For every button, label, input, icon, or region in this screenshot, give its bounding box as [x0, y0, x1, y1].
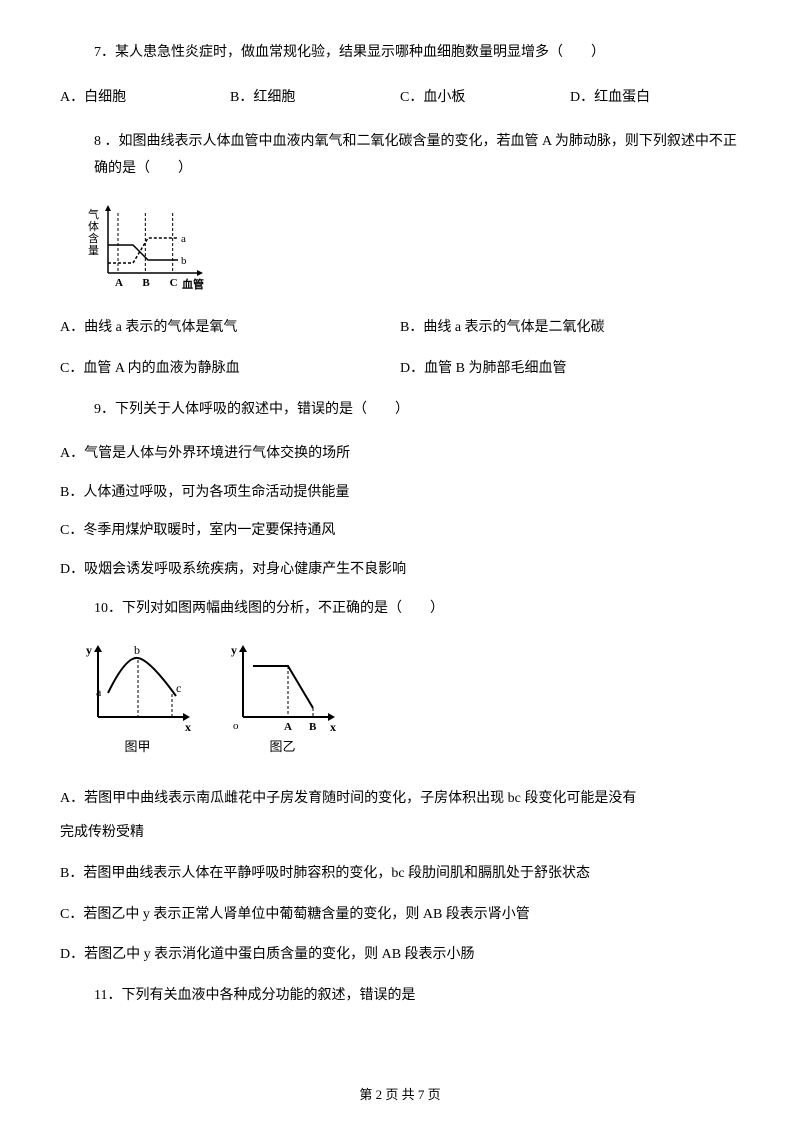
q7-opt-c: C．血小板	[400, 85, 570, 112]
q10-figure-1: y x a b c 图甲	[80, 640, 195, 760]
question-7: 7．某人患急性炎症时，做血常规化验，结果显示哪种血细胞数量明显增多（ ）	[60, 40, 740, 67]
q10-chart-1: y x a b c	[80, 640, 195, 735]
q8-figure: 气体含量血管 A B Cab	[80, 200, 740, 295]
svg-text:A: A	[284, 721, 292, 733]
svg-text:x: x	[330, 720, 336, 734]
q10-figures: y x a b c 图甲 y x o A B 图乙	[80, 640, 740, 760]
question-10: 10．下列对如图两幅曲线图的分析，不正确的是（ ）	[60, 596, 740, 623]
svg-text:体: 体	[88, 219, 99, 233]
question-11: 11．下列有关血液中各种成分功能的叙述，错误的是	[60, 983, 740, 1010]
q9-opt-b: B．人体通过呼吸，可为各项生命活动提供能量	[60, 480, 740, 507]
q10-opt-a-line2: 完成传粉受精	[60, 820, 740, 847]
svg-text:o: o	[233, 720, 239, 732]
q8-opt-d: D．血管 B 为肺部毛细血管	[400, 356, 740, 383]
svg-text:a: a	[96, 685, 102, 699]
q8-opt-c: C．血管 A 内的血液为静脉血	[60, 356, 400, 383]
q10-opt-a-line1: A．若图甲中曲线表示南瓜雌花中子房发育随时间的变化，子房体积出现 bc 段变化可…	[60, 786, 740, 813]
q7-opt-b: B．红细胞	[230, 85, 400, 112]
svg-text:y: y	[231, 643, 237, 657]
question-8: 8 ．如图曲线表示人体血管中血液内氧气和二氧化碳含量的变化，若血管 A 为肺动脉…	[60, 129, 740, 182]
q10-caption-2: 图乙	[225, 735, 340, 760]
svg-text:c: c	[176, 681, 181, 695]
svg-text:a: a	[181, 233, 186, 245]
q9-text: 9．下列关于人体呼吸的叙述中，错误的是（ ）	[94, 402, 409, 417]
q11-text: 11．下列有关血液中各种成分功能的叙述，错误的是	[94, 988, 415, 1003]
q7-opt-a: A．白细胞	[60, 85, 230, 112]
q10-figure-2: y x o A B 图乙	[225, 640, 340, 760]
svg-text:量: 量	[88, 244, 99, 257]
svg-text:B: B	[142, 277, 150, 289]
q8-opt-b: B．曲线 a 表示的气体是二氧化碳	[400, 315, 740, 342]
q7-options: A．白细胞 B．红细胞 C．血小板 D．红血蛋白	[60, 85, 740, 112]
q8-row2: C．血管 A 内的血液为静脉血 D．血管 B 为肺部毛细血管	[60, 356, 740, 383]
q8-chart: 气体含量血管 A B Cab	[80, 200, 210, 295]
svg-text:b: b	[134, 643, 140, 657]
q9-opt-c: C．冬季用煤炉取暖时，室内一定要保持通风	[60, 518, 740, 545]
q9-opt-d: D．吸烟会诱发呼吸系统疾病，对身心健康产生不良影响	[60, 557, 740, 584]
svg-text:x: x	[185, 720, 191, 734]
q7-text: 7．某人患急性炎症时，做血常规化验，结果显示哪种血细胞数量明显增多（ ）	[94, 45, 605, 60]
page-footer: 第 2 页 共 7 页	[60, 1083, 740, 1108]
q10-caption-1: 图甲	[80, 735, 195, 760]
svg-text:血管: 血管	[182, 277, 204, 291]
svg-text:A: A	[115, 277, 123, 289]
svg-text:含: 含	[88, 231, 99, 245]
q7-opt-d: D．红血蛋白	[570, 85, 740, 112]
q10-opt-c: C．若图乙中 y 表示正常人肾单位中葡萄糖含量的变化，则 AB 段表示肾小管	[60, 902, 740, 929]
svg-text:C: C	[170, 277, 178, 289]
q8-opt-a: A．曲线 a 表示的气体是氧气	[60, 315, 400, 342]
svg-text:b: b	[181, 255, 187, 267]
svg-text:B: B	[309, 721, 317, 733]
q8-text: 8 ．如图曲线表示人体血管中血液内氧气和二氧化碳含量的变化，若血管 A 为肺动脉…	[94, 134, 737, 176]
q10-chart-2: y x o A B	[225, 640, 340, 735]
svg-text:气: 气	[88, 207, 99, 221]
q10-opt-d: D．若图乙中 y 表示消化道中蛋白质含量的变化，则 AB 段表示小肠	[60, 942, 740, 969]
svg-text:y: y	[86, 643, 92, 657]
q10-text: 10．下列对如图两幅曲线图的分析，不正确的是（ ）	[94, 601, 444, 616]
q10-opt-b: B．若图甲曲线表示人体在平静呼吸时肺容积的变化，bc 段肋间肌和膈肌处于舒张状态	[60, 861, 740, 888]
q9-opt-a: A．气管是人体与外界环境进行气体交换的场所	[60, 441, 740, 468]
q8-row1: A．曲线 a 表示的气体是氧气 B．曲线 a 表示的气体是二氧化碳	[60, 315, 740, 342]
question-9: 9．下列关于人体呼吸的叙述中，错误的是（ ）	[60, 397, 740, 424]
